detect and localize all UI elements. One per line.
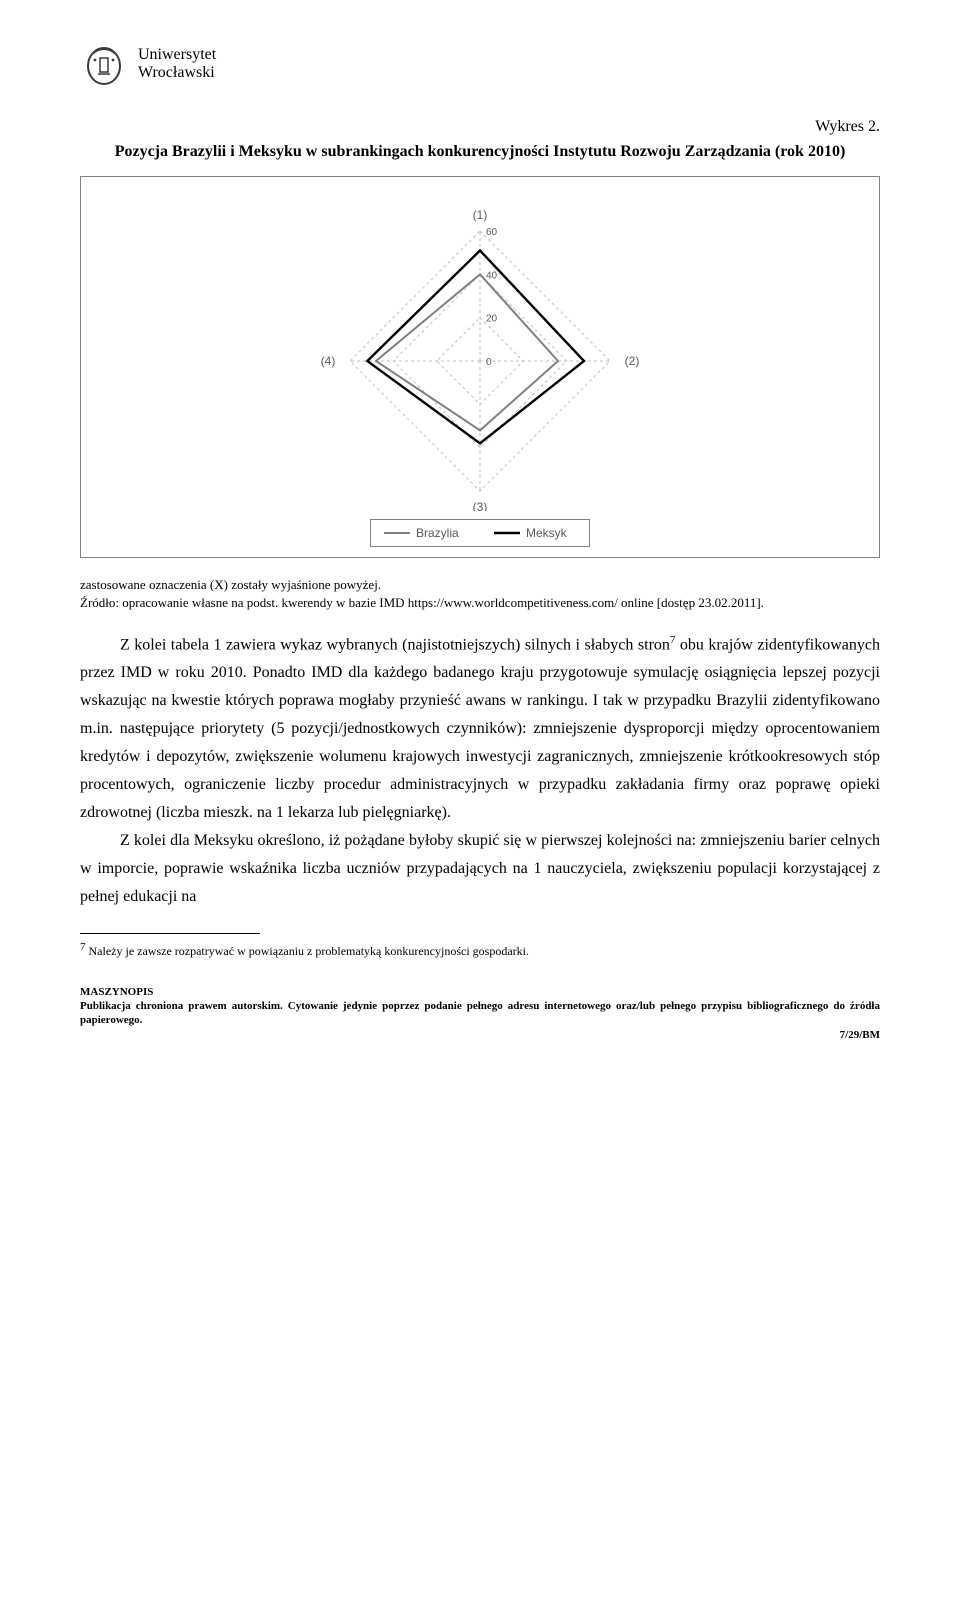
page-number: 7/29/BM xyxy=(80,1029,880,1043)
svg-text:(3): (3) xyxy=(473,500,488,511)
university-name-line2: Wrocławski xyxy=(138,64,216,82)
paragraph-2: Z kolei dla Meksyku określono, iż pożąda… xyxy=(80,827,880,911)
university-name-line1: Uniwersytet xyxy=(138,46,216,64)
radar-chart: 0 20 40 60 (1) (2) (3) (4) xyxy=(220,191,740,511)
figure-title: Pozycja Brazylii i Meksyku w subrankinga… xyxy=(80,140,880,164)
svg-text:Brazylia: Brazylia xyxy=(416,526,459,540)
svg-text:(1): (1) xyxy=(473,208,488,222)
university-logo-block: Uniwersytet Wrocławski xyxy=(80,40,880,88)
footnote-rule xyxy=(80,933,260,934)
figure-label: Wykres 2. xyxy=(80,118,880,136)
footnote: 7 Należy je zawsze rozpatrywać w powiąza… xyxy=(80,940,880,960)
footer-block: MASZYNOPIS Publikacja chroniona prawem a… xyxy=(80,986,880,1043)
body-text-block: Z kolei tabela 1 zawiera wykaz wybranych… xyxy=(80,631,880,911)
chart-legend: Brazylia Meksyk xyxy=(141,519,819,547)
svg-text:40: 40 xyxy=(486,270,498,281)
footer-bold: MASZYNOPIS xyxy=(80,986,880,1000)
paragraph-1: Z kolei tabela 1 zawiera wykaz wybranych… xyxy=(80,631,880,827)
university-emblem-icon xyxy=(80,40,128,88)
svg-text:(4): (4) xyxy=(321,354,336,368)
svg-text:(2): (2) xyxy=(625,354,640,368)
svg-text:20: 20 xyxy=(486,314,498,325)
footer-text: Publikacja chroniona prawem autorskim. C… xyxy=(80,1000,880,1028)
svg-text:Meksyk: Meksyk xyxy=(526,526,568,540)
source-note: zastosowane oznaczenia (X) zostały wyjaś… xyxy=(80,576,880,611)
radar-chart-container: 0 20 40 60 (1) (2) (3) (4) Brazylia Meksyk xyxy=(80,176,880,558)
svg-text:60: 60 xyxy=(486,227,498,238)
svg-text:0: 0 xyxy=(486,357,492,368)
